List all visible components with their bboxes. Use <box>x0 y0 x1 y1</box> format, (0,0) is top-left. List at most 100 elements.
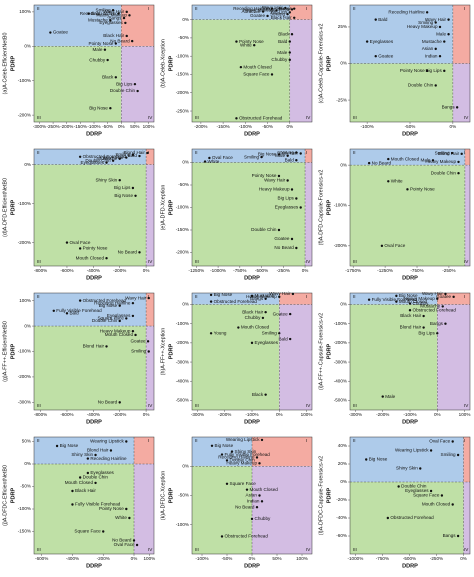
point-label: Double Chin <box>83 475 109 480</box>
y-tick-label: -150% <box>18 529 31 534</box>
point <box>258 494 261 497</box>
point-label: No Beard <box>235 504 255 509</box>
point-label: Bangs <box>250 296 264 301</box>
quadrant-label: II <box>195 6 198 11</box>
point-label: Bald <box>285 157 295 162</box>
quadrant-label: I <box>148 150 149 155</box>
point-label: Wearing Lipstick <box>226 437 260 442</box>
point <box>133 82 137 86</box>
point-label: Black Hair <box>75 488 96 493</box>
y-tick-label: -100% <box>334 203 347 208</box>
quadrant-label: II <box>37 294 40 299</box>
x-axis-label: DDRP <box>244 419 260 425</box>
point <box>203 160 207 163</box>
point-label: Chubby <box>255 516 272 521</box>
point <box>278 295 281 299</box>
point <box>87 12 90 15</box>
y-tick-label: -100% <box>176 53 189 58</box>
y-tick-label: 0% <box>182 463 189 468</box>
y-tick-label: -100% <box>176 321 189 326</box>
quadrant <box>192 19 290 122</box>
point <box>429 489 433 493</box>
quadrant <box>146 293 154 327</box>
point <box>125 10 128 14</box>
quadrant-label: I <box>464 6 465 11</box>
point <box>440 494 444 497</box>
point <box>408 309 412 312</box>
point-label: Chubby <box>89 57 106 62</box>
y-tick-label: 0% <box>182 17 189 22</box>
x-tick-label: -1750% <box>345 268 361 273</box>
point <box>147 296 150 300</box>
point <box>86 471 90 475</box>
quadrant <box>192 5 290 20</box>
y-axis-label: PDRP <box>326 487 332 503</box>
quadrant-label: IV <box>464 115 469 120</box>
point-label: Smiling <box>262 330 278 335</box>
x-tick-label: -150% <box>216 124 229 129</box>
point-label: Double Chin <box>92 318 118 323</box>
point-label: Wavy Hair <box>125 295 146 300</box>
point <box>288 40 291 43</box>
point-label: Bangs <box>442 105 456 110</box>
point <box>288 337 292 341</box>
point-label: Mouth Closed <box>422 502 451 507</box>
point-label: Oval Face <box>69 240 90 245</box>
point <box>288 11 291 14</box>
y-tick-label: -100% <box>18 78 31 83</box>
quadrant-label: IV <box>148 547 153 552</box>
quadrant-label: III <box>37 547 41 552</box>
point <box>255 506 259 509</box>
quadrant-label: II <box>353 6 356 11</box>
point <box>408 302 412 305</box>
quadrant-label: I <box>464 150 465 155</box>
point <box>277 174 281 178</box>
x-tick-label: -250% <box>277 268 290 273</box>
point <box>125 440 128 443</box>
quadrant-label: IV <box>464 259 469 264</box>
x-tick-label: -1250% <box>377 268 393 273</box>
point <box>395 300 398 303</box>
y-tick-label: 100% <box>19 9 31 14</box>
point <box>109 19 112 22</box>
x-tick-label: -50% <box>102 124 113 129</box>
point <box>419 467 422 470</box>
x-tick-label: -250% <box>430 556 443 561</box>
point <box>118 304 121 307</box>
x-tick-label: -50% <box>222 556 233 561</box>
panel-title: (c)A-Celeb-Capsule-Forensics-v2 <box>318 24 324 104</box>
quadrant <box>192 304 280 410</box>
x-tick-label: -200% <box>218 412 231 417</box>
point-label: Fully Visible Forehead <box>372 297 418 302</box>
point <box>365 458 368 461</box>
point <box>117 12 120 15</box>
panel-title: (h)A-FF++-Xception <box>160 328 166 376</box>
point <box>118 179 121 182</box>
point <box>438 25 442 29</box>
point-label: Heavy Makeup <box>226 461 257 466</box>
x-tick-label: -100% <box>195 556 208 561</box>
x-axis-label: DDRP <box>86 563 102 569</box>
point <box>429 449 433 452</box>
x-tick-label: 0% <box>450 124 457 129</box>
point-label: Pointy Nose <box>89 41 114 46</box>
point <box>220 535 224 538</box>
quadrant <box>34 326 147 410</box>
quadrant <box>452 63 470 122</box>
point <box>457 160 460 164</box>
point <box>264 393 267 396</box>
point-label: Bangs <box>279 6 293 11</box>
point <box>291 292 295 296</box>
point <box>290 237 294 241</box>
point <box>380 244 384 248</box>
y-tick-label: -200% <box>334 340 347 345</box>
point-label: Big Nose <box>89 105 108 110</box>
point <box>111 159 115 162</box>
point <box>106 58 109 62</box>
quadrant-label: I <box>464 438 465 443</box>
point <box>450 151 454 155</box>
point-label: Receding Hairline <box>388 10 425 15</box>
point <box>65 241 69 244</box>
point <box>434 47 437 51</box>
point-label: Shiny Skin <box>95 177 117 182</box>
